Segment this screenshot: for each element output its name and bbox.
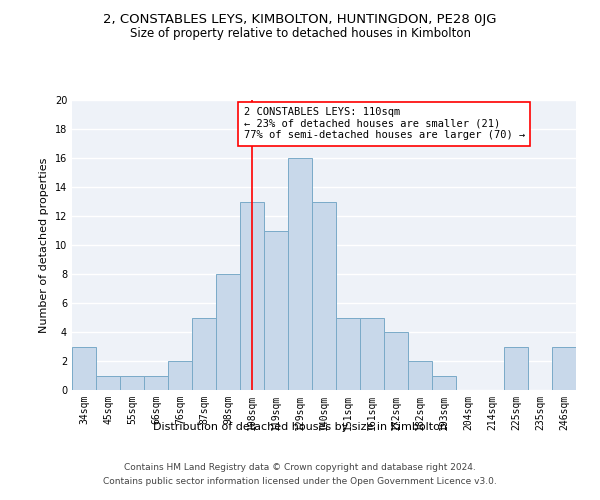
Bar [240, 202, 264, 390]
Bar [192, 318, 216, 390]
Bar [144, 376, 168, 390]
Bar [168, 361, 192, 390]
Text: Distribution of detached houses by size in Kimbolton: Distribution of detached houses by size … [153, 422, 447, 432]
Bar [552, 346, 576, 390]
Bar [120, 376, 144, 390]
Text: Contains HM Land Registry data © Crown copyright and database right 2024.: Contains HM Land Registry data © Crown c… [124, 464, 476, 472]
Bar [264, 230, 288, 390]
Bar [432, 376, 456, 390]
Bar [288, 158, 312, 390]
Bar [336, 318, 360, 390]
Y-axis label: Number of detached properties: Number of detached properties [39, 158, 49, 332]
Bar [360, 318, 384, 390]
Bar [216, 274, 240, 390]
Text: Contains public sector information licensed under the Open Government Licence v3: Contains public sector information licen… [103, 477, 497, 486]
Text: 2 CONSTABLES LEYS: 110sqm
← 23% of detached houses are smaller (21)
77% of semi-: 2 CONSTABLES LEYS: 110sqm ← 23% of detac… [244, 108, 525, 140]
Bar [408, 361, 432, 390]
Bar [384, 332, 408, 390]
Bar [504, 346, 528, 390]
Bar [96, 376, 120, 390]
Bar [312, 202, 336, 390]
Text: 2, CONSTABLES LEYS, KIMBOLTON, HUNTINGDON, PE28 0JG: 2, CONSTABLES LEYS, KIMBOLTON, HUNTINGDO… [103, 12, 497, 26]
Text: Size of property relative to detached houses in Kimbolton: Size of property relative to detached ho… [130, 28, 470, 40]
Bar [72, 346, 96, 390]
